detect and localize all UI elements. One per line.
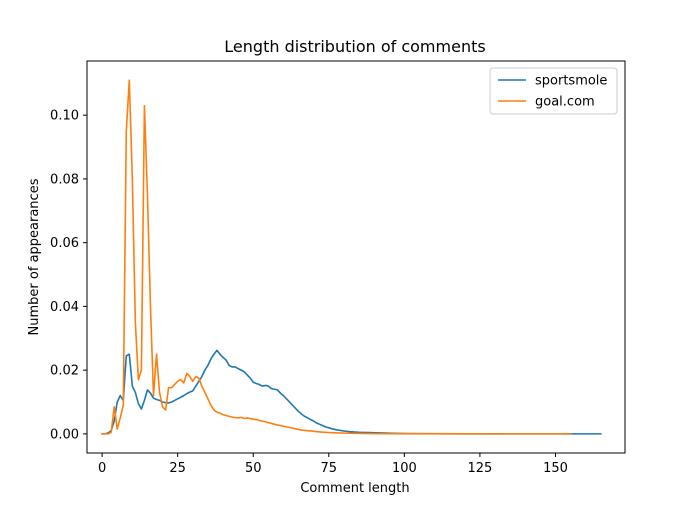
y-tick-label: 0.10	[50, 109, 79, 124]
x-axis: 0 25 50 75 100 125 150	[98, 453, 568, 476]
series-line-2	[101, 79, 572, 435]
y-tick-label: 0.00	[50, 427, 79, 442]
y-tick-label: 0.08	[50, 172, 79, 187]
series-group	[101, 79, 602, 435]
y-tick-label: 0.06	[50, 236, 79, 251]
x-tick-label: 75	[321, 461, 338, 476]
y-tick-label: 0.04	[50, 300, 79, 315]
chart-title: Length distribution of comments	[224, 37, 485, 56]
y-axis-label: Number of appearances	[27, 178, 42, 335]
legend-label-2: goal.com	[535, 95, 595, 110]
x-tick-label: 0	[98, 461, 106, 476]
x-tick-label: 100	[392, 461, 417, 476]
y-tick-label: 0.02	[50, 364, 79, 379]
plot-frame	[86, 60, 626, 454]
legend: sportsmole goal.com	[489, 67, 618, 115]
x-tick-label: 125	[468, 461, 493, 476]
series-line-1	[101, 349, 602, 435]
x-axis-label: Comment length	[300, 481, 409, 496]
x-tick-label: 25	[169, 461, 186, 476]
x-tick-label: 50	[245, 461, 262, 476]
legend-label-1: sportsmole	[535, 74, 607, 89]
x-tick-label: 150	[543, 461, 568, 476]
y-axis: 0.00 0.02 0.04 0.06 0.08 0.10	[50, 109, 87, 442]
